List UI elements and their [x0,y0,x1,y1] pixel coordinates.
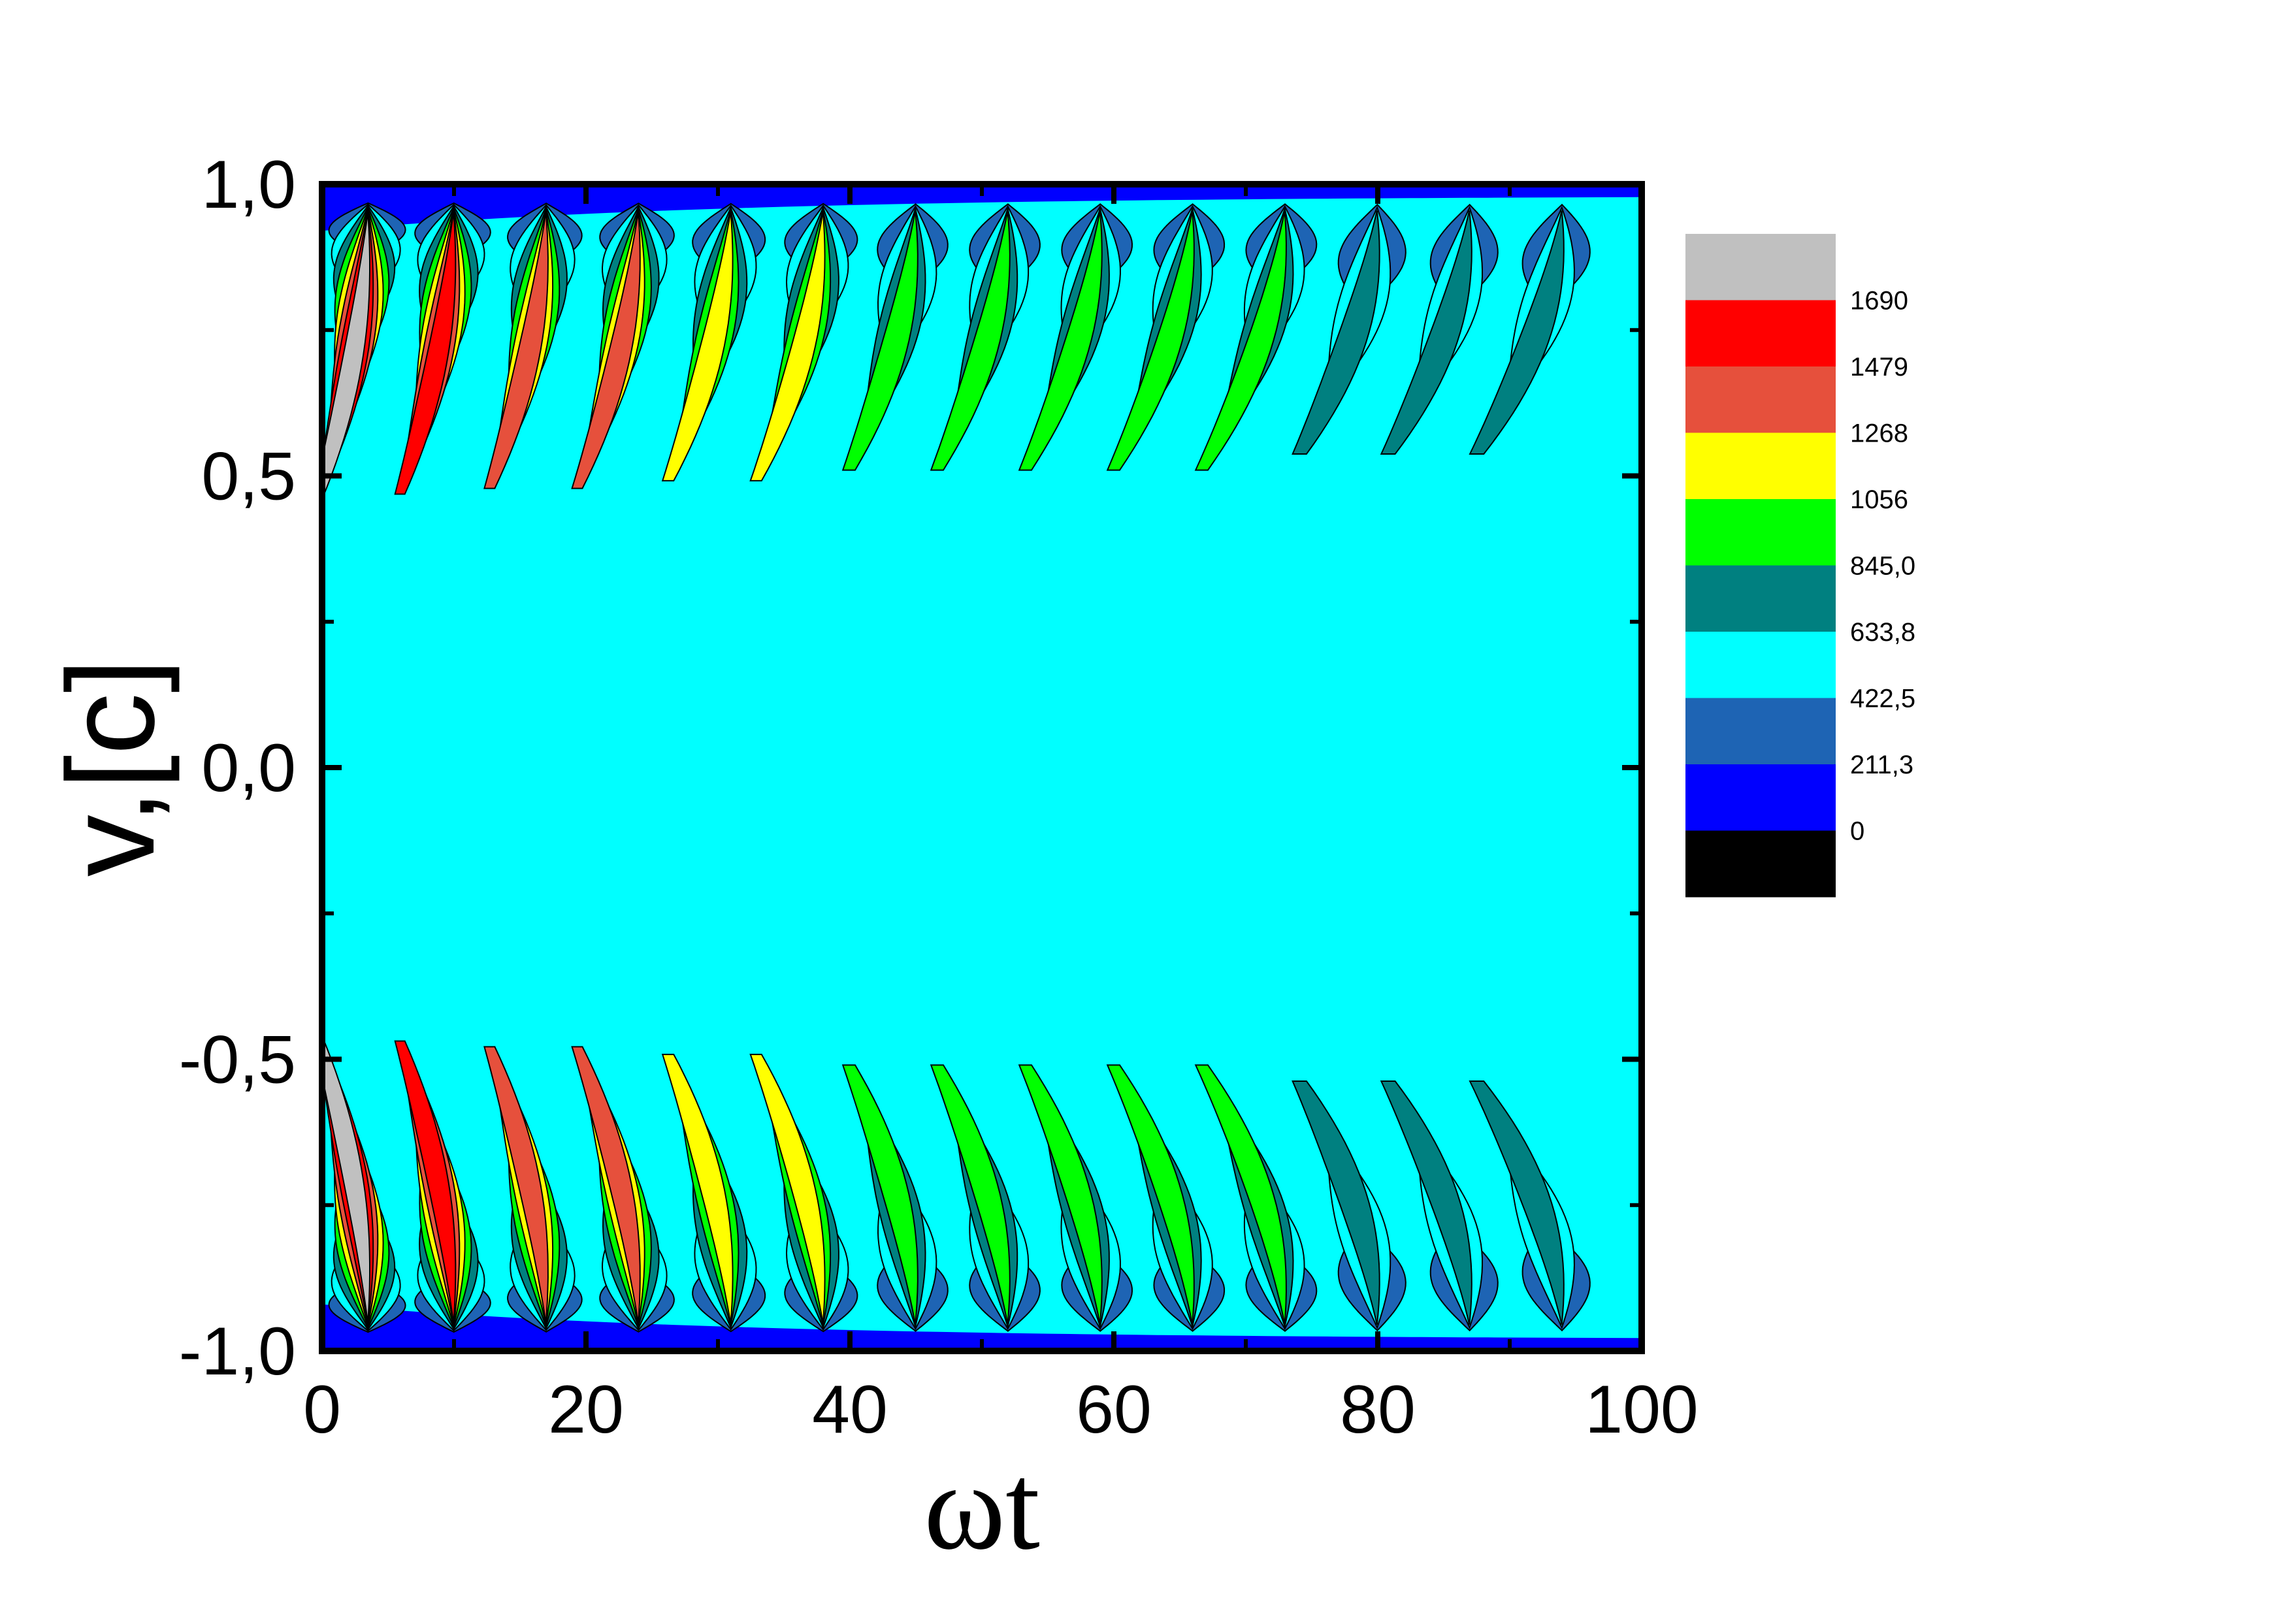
colorbar-swatch [1685,565,1836,632]
colorbar-swatch [1685,698,1836,765]
contour-band [1018,1064,1103,1325]
plot-area [322,184,1642,1351]
contour-band [1292,1080,1380,1325]
y-tick-label: 0,0 [201,730,296,806]
contour-band [322,212,370,500]
contour-band [394,1040,457,1324]
colorbar-swatch [1685,632,1836,698]
y-tick-label: -1,0 [179,1314,296,1389]
colorbar-swatch [1685,432,1836,500]
y-tick-label: 1,0 [201,147,296,223]
contour-band [661,1054,734,1324]
edge-region-bottom [322,1304,1642,1351]
x-axis-label: ωt [924,1438,1040,1576]
contour-band [571,211,641,489]
x-tick-label: 0 [303,1372,341,1448]
colorbar-label: 1056 [1850,485,1908,514]
contour-band [930,210,1011,471]
x-tick-label: 20 [548,1372,624,1448]
contour-band [1469,1080,1565,1325]
colorbar-label: 211,3 [1850,751,1913,779]
contour-band [483,211,549,489]
y-axis-label: v,[c] [42,658,180,877]
contour-band [1106,1064,1195,1325]
x-tick-label: 100 [1585,1372,1699,1448]
edge-region-top [322,184,1642,231]
contour-band [322,1035,370,1324]
contour-band [841,210,919,471]
contour-band [1018,210,1103,471]
y-tick-label: 0,5 [201,439,296,515]
colorbar-label: 845,0 [1850,552,1915,581]
x-tick-label: 40 [812,1372,888,1448]
contour-band [394,212,457,495]
contour-band [1380,210,1472,455]
colorbar-swatch [1685,764,1836,831]
contour-band [1469,210,1565,455]
contour-band [571,1046,641,1324]
x-tick-label: 80 [1340,1372,1416,1448]
colorbar-label: 1268 [1850,419,1908,448]
colorbar: 0 211,3 422,5 633,8 845,0 1056 1268 1479 1690 [1685,234,1915,898]
colorbar-label: 422,5 [1850,685,1915,713]
colorbar-label: 633,8 [1850,618,1915,647]
colorbar-swatch [1685,499,1836,566]
colorbar-swatch [1685,830,1836,898]
x-tick-label: 60 [1076,1372,1152,1448]
y-tick-label: -0,5 [179,1022,296,1098]
colorbar-swatch [1685,366,1836,433]
contour-band [1194,1064,1287,1325]
colorbar-label: 1690 [1850,287,1908,316]
contour-band [1292,210,1380,455]
colorbar-label: 1479 [1850,353,1908,382]
contour-band [841,1064,919,1325]
contour-band [930,1064,1011,1325]
contour-band [1106,210,1195,471]
colorbar-swatch [1685,234,1836,300]
contour-band [661,211,734,481]
contour-band [1194,210,1287,471]
axes: 0 20 40 60 80 100 -1,0 -0,5 0,0 0,5 1,0 [179,147,1699,1448]
colorbar-swatch [1685,300,1836,367]
colorbar-label: 0 [1850,817,1864,846]
contour-layer [322,184,1642,1351]
contour-band [483,1046,549,1324]
contour-band [1380,1080,1472,1325]
contour-band [749,1054,826,1324]
contour-band [749,211,826,481]
